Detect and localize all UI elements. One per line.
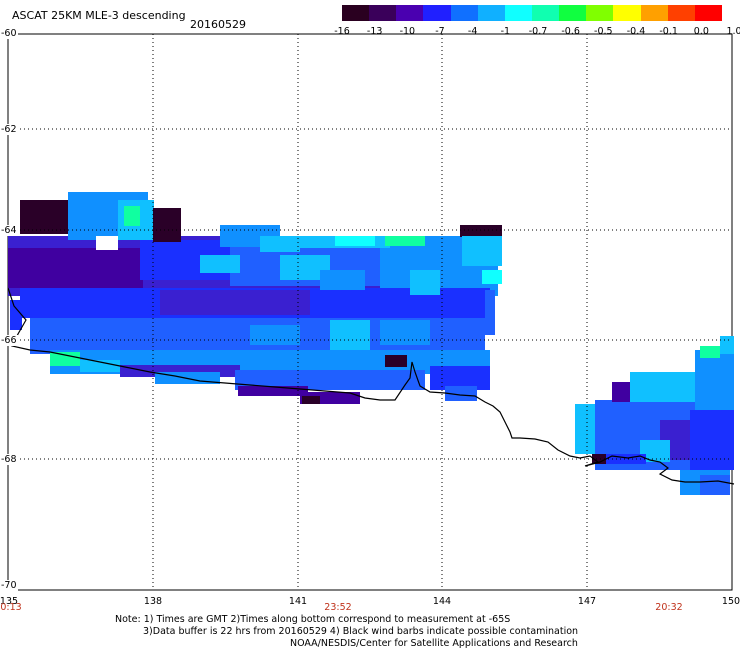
color-scale-label: -0.7 — [528, 26, 548, 37]
wind-cell — [700, 346, 720, 358]
x-label-3: 144 — [432, 596, 452, 607]
color-scale-label: -0.1 — [659, 26, 678, 37]
wind-cell — [445, 386, 477, 401]
wind-cell — [700, 475, 730, 495]
time-label-1: 23:52 — [324, 602, 352, 613]
wind-cell — [153, 208, 181, 242]
wind-cell — [200, 255, 240, 273]
color-scale-bar — [342, 5, 722, 21]
wind-cell — [260, 236, 300, 252]
y-label-3: -66 — [0, 335, 18, 346]
note-line-2: 3)Data buffer is 22 hrs from 20160529 4)… — [143, 626, 579, 637]
color-scale-segment — [640, 5, 668, 21]
color-scale-segment — [477, 5, 505, 21]
wind-cell — [330, 320, 370, 350]
y-label-2: -64 — [0, 225, 18, 236]
y-label-1: -62 — [0, 124, 18, 135]
wind-cell — [160, 290, 310, 315]
color-scale-labels: -16 -13 -10 -7 -4 -1 -0.7 -0.6 -0.5 -0.4 -0.1 0.0 1.… — [330, 26, 740, 38]
color-scale-label: -16 — [334, 26, 350, 37]
wind-cell — [320, 270, 365, 290]
color-scale-label: -4 — [467, 26, 478, 37]
wind-cell — [250, 325, 300, 345]
y-label-5: -70 — [0, 580, 18, 591]
color-scale-segment — [342, 5, 370, 21]
wind-cell — [460, 225, 502, 237]
y-label-4: -68 — [0, 454, 18, 465]
wind-cell — [592, 454, 606, 464]
grid-lines — [8, 34, 732, 590]
wind-cell — [575, 404, 595, 454]
wind-cell — [385, 355, 407, 367]
color-scale-label: -13 — [366, 26, 383, 37]
color-scale-label: -10 — [399, 26, 416, 37]
color-scale-segment — [423, 5, 451, 21]
color-scale-segment — [667, 5, 695, 21]
color-scale-label: 0.0 — [693, 26, 709, 37]
note-line-1: Note: 1) Times are GMT 2)Times along bot… — [115, 614, 511, 625]
color-scale-label: 1.0 — [726, 26, 740, 37]
x-label-2: 141 — [288, 596, 308, 607]
wind-cell — [630, 372, 700, 402]
color-scale-segment — [613, 5, 641, 21]
wind-cell — [485, 290, 495, 335]
y-label-0: -60 — [0, 28, 18, 39]
wind-cell — [720, 336, 734, 354]
wind-cell — [302, 396, 320, 404]
x-label-5: 150 — [721, 596, 740, 607]
color-scale-label: -0.4 — [626, 26, 646, 37]
color-scale-label: -0.6 — [561, 26, 580, 37]
wind-cell — [50, 352, 80, 366]
wind-cell — [380, 320, 430, 345]
x-label-1: 138 — [143, 596, 163, 607]
wind-cell — [335, 236, 375, 246]
wind-cell — [235, 370, 425, 390]
wind-cell — [80, 360, 120, 372]
color-scale-label: -7 — [435, 26, 445, 37]
wind-cell — [695, 350, 734, 410]
color-scale-segment — [369, 5, 397, 21]
wind-cell — [640, 440, 670, 462]
color-scale-segment — [694, 5, 722, 21]
wind-cell — [96, 236, 118, 250]
wind-cell — [385, 236, 425, 246]
time-label-2: 20:32 — [655, 602, 683, 613]
color-scale-label: -1 — [500, 26, 511, 37]
color-scale-segment — [531, 5, 560, 21]
color-scale-label: -0.5 — [594, 26, 613, 37]
wind-cell — [10, 300, 22, 330]
wind-cell — [238, 386, 308, 396]
wind-cell — [124, 206, 140, 226]
time-label-0: 0:13 — [0, 602, 22, 613]
chart-title: ASCAT 25KM MLE-3 descending — [12, 9, 186, 22]
x-label-4: 147 — [577, 596, 597, 607]
color-scale-segment — [450, 5, 478, 21]
color-scale-segment — [396, 5, 424, 21]
color-scale-segment — [504, 5, 532, 21]
wind-cells — [8, 192, 734, 495]
coastline — [7, 287, 735, 485]
chart-date: 20160529 — [190, 18, 246, 31]
x-label-0: 135 — [0, 596, 19, 607]
wind-cell — [410, 270, 440, 295]
wind-cell — [606, 454, 646, 464]
color-scale-segment — [559, 5, 587, 21]
color-scale-segment — [586, 5, 614, 21]
wind-cell — [20, 200, 68, 234]
wind-cell — [8, 248, 143, 288]
note-line-3: NOAA/NESDIS/Center for Satellite Applica… — [290, 638, 578, 649]
wind-cell — [690, 410, 734, 470]
wind-cell — [482, 270, 502, 284]
wind-cell — [462, 236, 502, 266]
